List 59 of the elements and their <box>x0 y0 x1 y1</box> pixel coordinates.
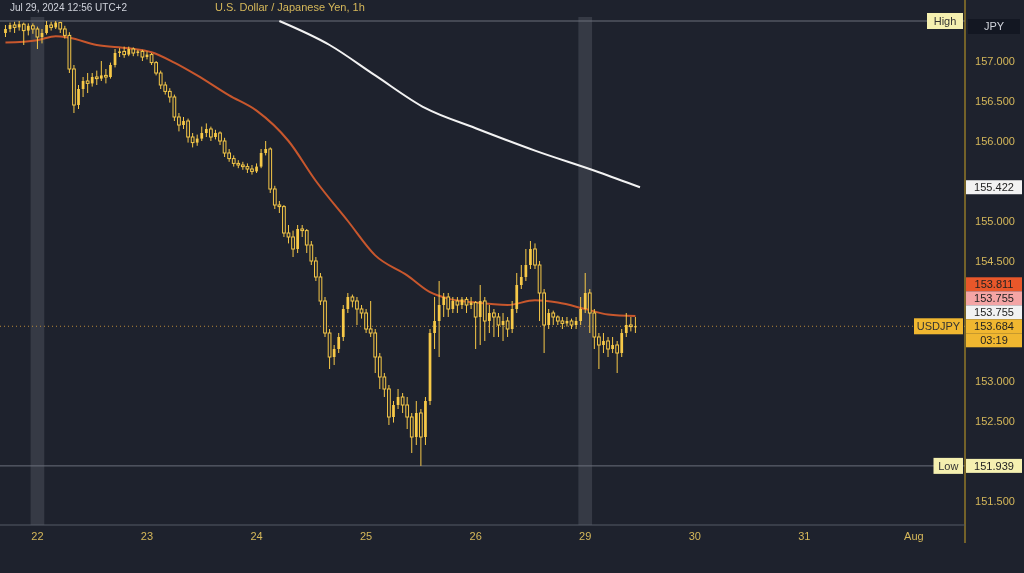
x-tick-label: 24 <box>250 530 263 542</box>
candlestick <box>31 22 35 35</box>
candlestick <box>628 316 633 332</box>
text: 153.684 <box>974 320 1014 333</box>
candlestick <box>85 72 90 94</box>
candlestick <box>496 312 501 338</box>
x-tick-label: Aug <box>904 530 924 542</box>
candlestick <box>492 308 496 338</box>
ref-line-label: USDJPY <box>916 320 961 333</box>
y-tick-label: 156.000 <box>975 135 1015 147</box>
candlestick <box>172 94 177 122</box>
candlestick <box>346 292 350 314</box>
candlestick <box>437 280 441 358</box>
candlestick <box>400 392 405 414</box>
y-tick-label: 155.000 <box>975 215 1015 227</box>
text: 151.939 <box>974 459 1014 472</box>
text: 03:19 <box>980 334 1008 347</box>
candlestick <box>49 21 53 32</box>
ref-line-label: High <box>933 15 957 27</box>
x-tick-label: 26 <box>469 530 482 542</box>
candlestick <box>337 332 341 354</box>
candlestick <box>373 328 378 374</box>
text: 153.755 <box>974 292 1014 305</box>
line-series <box>4 35 637 318</box>
candlestick <box>473 300 478 350</box>
y-tick-label: 151.500 <box>975 495 1015 507</box>
x-tick-label: 29 <box>579 530 592 542</box>
candlestick <box>482 296 487 342</box>
candlestick <box>519 264 523 290</box>
candlestick <box>35 26 40 50</box>
text: 153.811 <box>974 278 1014 291</box>
x-tick-label: 23 <box>140 530 154 542</box>
x-tick-label: 31 <box>798 530 811 542</box>
y-tick-label: 157.000 <box>975 55 1015 67</box>
candlestick <box>442 292 446 318</box>
text: 153.755 <box>974 306 1014 319</box>
candlestick <box>524 248 528 282</box>
chart-subtitle: Jul 29, 2024 12:56 UTC+2 <box>10 2 128 13</box>
candlestick <box>433 296 436 350</box>
candlestick <box>510 300 514 334</box>
candlestick <box>579 296 583 326</box>
text: 155.422 <box>974 181 1014 194</box>
candlestick <box>606 336 610 358</box>
candlestick <box>446 292 451 318</box>
candlestick <box>21 22 26 46</box>
candlestick <box>587 288 592 334</box>
chart-title: U.S. Dollar / Japanese Yen, 1h <box>215 1 365 13</box>
y-tick-label: 152.500 <box>975 415 1015 427</box>
y-tick-label: 156.500 <box>975 95 1015 107</box>
x-tick-label: 30 <box>688 530 701 542</box>
y-tick-label: 154.500 <box>975 255 1015 267</box>
y-tick-label: 153.000 <box>975 375 1015 387</box>
candlestick <box>515 272 519 314</box>
line-series <box>278 20 641 189</box>
ref-line-label: Low <box>938 459 959 472</box>
text: JPY <box>983 20 1005 32</box>
x-tick-label: 25 <box>359 530 373 542</box>
candlestick <box>104 68 108 84</box>
x-tick-label: 22 <box>31 530 44 542</box>
